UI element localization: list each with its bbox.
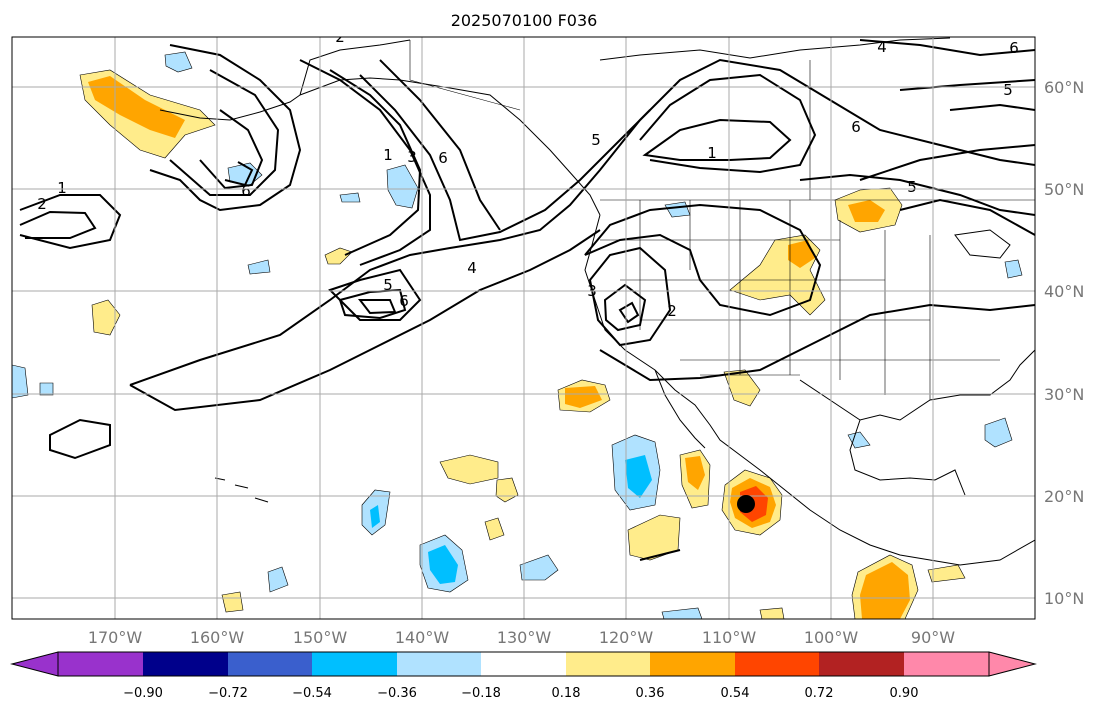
colorbar-segment bbox=[735, 652, 819, 676]
colorbar-segment bbox=[650, 652, 735, 676]
contour-label: 5 bbox=[1003, 81, 1013, 99]
colorbar-tick-label: 0.36 bbox=[636, 686, 665, 701]
contour-label: 2 bbox=[37, 195, 47, 213]
lon-tick-label: 150°W bbox=[293, 628, 348, 647]
contour-label: 5 bbox=[907, 178, 917, 196]
lon-tick-label: 100°W bbox=[804, 628, 859, 647]
anomaly-shading bbox=[12, 51, 1023, 619]
contour-label: 4 bbox=[877, 38, 887, 56]
colorbar-tick-label: −0.36 bbox=[377, 686, 417, 701]
lon-tick-label: 90°W bbox=[911, 628, 955, 647]
colorbar: −0.90 −0.72 −0.54 −0.36 −0.18 0.18 0.36 … bbox=[10, 651, 1037, 701]
colorbar-high-extension bbox=[988, 651, 1037, 677]
graticule bbox=[12, 37, 1035, 619]
lat-tick-label: 50°N bbox=[1044, 180, 1084, 199]
colorbar-segment bbox=[312, 652, 397, 676]
map-frame: 1 1 1 2 2 2 3 3 4 4 5 5 5 5 6 6 6 6 6 bbox=[11, 28, 1036, 620]
colorbar-tick-label: 0.18 bbox=[552, 686, 581, 701]
contour-label: 6 bbox=[241, 182, 251, 200]
storm-center-marker bbox=[737, 495, 755, 513]
lon-tick-label: 140°W bbox=[395, 628, 450, 647]
lat-tick-label: 40°N bbox=[1044, 282, 1084, 301]
longitude-axis: 170°W 160°W 150°W 140°W 130°W 120°W 110°… bbox=[88, 628, 955, 647]
contour-label: 4 bbox=[467, 259, 477, 277]
colorbar-tick-label: −0.18 bbox=[461, 686, 501, 701]
contour-label: 6 bbox=[399, 292, 409, 310]
contour-label: 6 bbox=[851, 118, 861, 136]
colorbar-tick-label: −0.72 bbox=[208, 686, 248, 701]
colorbar-tick-label: 0.72 bbox=[805, 686, 834, 701]
map-title: 2025070100 F036 bbox=[451, 11, 598, 30]
colorbar-tick-label: 0.54 bbox=[721, 686, 750, 701]
contour-label: 1 bbox=[57, 179, 67, 197]
lat-tick-label: 10°N bbox=[1044, 589, 1084, 608]
contour-label: 2 bbox=[335, 28, 345, 46]
colorbar-segment bbox=[481, 652, 566, 676]
lon-tick-label: 170°W bbox=[88, 628, 143, 647]
contour-label: 3 bbox=[407, 148, 417, 166]
contour-label: 1 bbox=[383, 146, 393, 164]
contour-label: 6 bbox=[438, 149, 448, 167]
colorbar-segment bbox=[566, 652, 650, 676]
colorbar-segment bbox=[143, 652, 228, 676]
colorbar-segment bbox=[228, 652, 312, 676]
lon-tick-label: 130°W bbox=[497, 628, 552, 647]
lon-tick-label: 120°W bbox=[599, 628, 654, 647]
lat-tick-label: 60°N bbox=[1044, 78, 1084, 97]
lon-tick-label: 110°W bbox=[702, 628, 757, 647]
colorbar-tick-label: 0.90 bbox=[890, 686, 919, 701]
colorbar-segment bbox=[58, 652, 143, 676]
contour-label: 2 bbox=[667, 302, 677, 320]
lat-tick-label: 20°N bbox=[1044, 487, 1084, 506]
lon-tick-label: 160°W bbox=[190, 628, 245, 647]
contour-labels: 1 1 1 2 2 2 3 3 4 4 5 5 5 5 6 6 6 6 6 bbox=[37, 28, 1019, 320]
political-borders bbox=[409, 40, 1035, 400]
colorbar-tick-label: −0.90 bbox=[123, 686, 163, 701]
colorbar-low-extension bbox=[10, 651, 59, 677]
coastlines bbox=[159, 37, 1035, 566]
colorbar-segment bbox=[397, 652, 481, 676]
contour-label: 1 bbox=[707, 144, 717, 162]
latitude-axis: 60°N 50°N 40°N 30°N 20°N 10°N bbox=[1044, 78, 1084, 608]
contour-label: 6 bbox=[1009, 39, 1019, 57]
colorbar-segment bbox=[904, 652, 989, 676]
contour-label: 5 bbox=[591, 131, 601, 149]
colorbar-segment bbox=[819, 652, 904, 676]
contour-label: 5 bbox=[383, 276, 393, 294]
colorbar-tick-label: −0.54 bbox=[292, 686, 332, 701]
lat-tick-label: 30°N bbox=[1044, 385, 1084, 404]
height-contours bbox=[19, 39, 1035, 561]
